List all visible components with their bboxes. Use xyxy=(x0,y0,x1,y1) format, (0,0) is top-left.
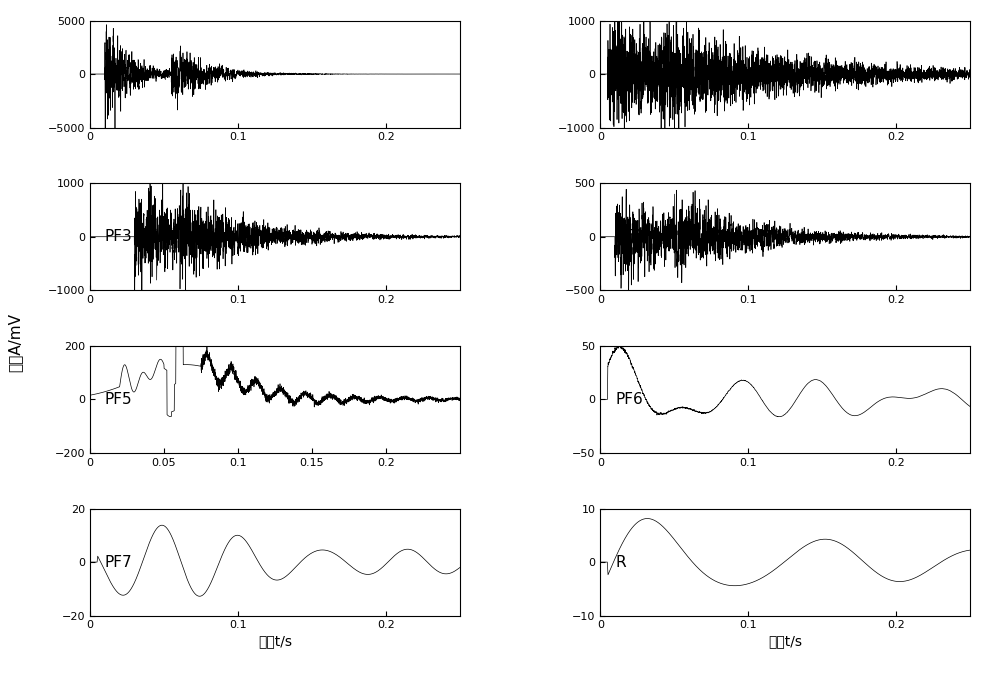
Text: 幅値A/mV: 幅値A/mV xyxy=(7,313,22,371)
Text: PF2: PF2 xyxy=(615,66,643,81)
Text: PF6: PF6 xyxy=(615,392,643,407)
Text: PF1: PF1 xyxy=(105,66,132,81)
X-axis label: 时间t/s: 时间t/s xyxy=(258,635,292,648)
Text: PF4: PF4 xyxy=(615,229,643,244)
Text: R: R xyxy=(615,555,626,570)
Text: PF7: PF7 xyxy=(105,555,132,570)
Text: PF5: PF5 xyxy=(105,392,132,407)
X-axis label: 时间t/s: 时间t/s xyxy=(768,635,802,648)
Text: PF3: PF3 xyxy=(105,229,133,244)
